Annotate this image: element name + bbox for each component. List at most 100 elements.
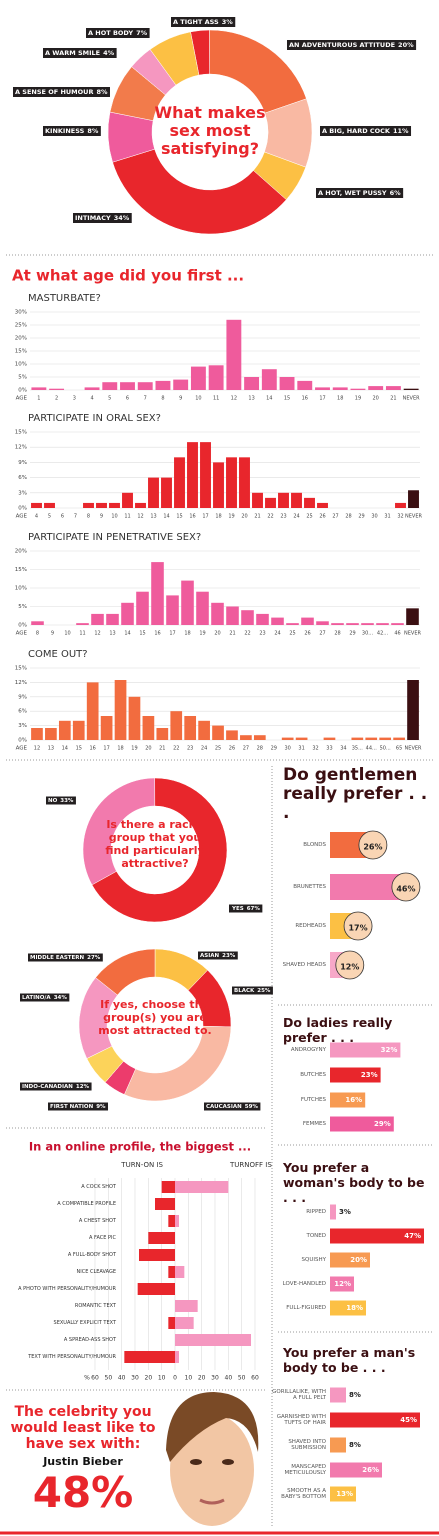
bar xyxy=(175,1317,194,1329)
bar xyxy=(291,492,302,508)
bar xyxy=(102,382,118,390)
value-label: 67% xyxy=(247,906,261,912)
bar xyxy=(187,442,198,508)
celebrity-percent: 48% xyxy=(32,1468,134,1517)
eye xyxy=(190,1459,202,1465)
bar xyxy=(330,1462,382,1478)
category-label: A TIGHT ASS xyxy=(173,18,219,26)
data-label: A BIG, HARD COCK 11% xyxy=(322,127,409,135)
category-label: ROMANTIC TEXT xyxy=(74,1303,116,1309)
x-axis-label: % xyxy=(84,1375,90,1382)
data-label: INDO-CANADIAN 12% xyxy=(22,1084,90,1090)
x-tick-label: 17 xyxy=(319,396,325,402)
bar xyxy=(317,502,328,508)
bar xyxy=(391,623,404,625)
panel-title: PARTICIPATE IN ORAL SEX? xyxy=(28,413,161,424)
x-tick-label: 25 xyxy=(215,746,221,752)
x-tick-label: 11 xyxy=(79,631,85,637)
bar xyxy=(244,377,260,390)
x-tick-label: 11 xyxy=(213,396,219,402)
bar xyxy=(124,1351,175,1363)
x-tick-label: 19 xyxy=(199,631,205,637)
x-tick-label: NEVER xyxy=(403,396,420,402)
x-tick-label: NEVER xyxy=(405,514,422,520)
bar xyxy=(184,716,197,740)
bar xyxy=(91,613,104,625)
x-tick-label: NEVER xyxy=(405,746,422,752)
bar xyxy=(83,502,94,508)
bar xyxy=(252,492,263,508)
x-tick-label: 3 xyxy=(73,396,76,402)
bar xyxy=(168,1266,175,1278)
value-label: 8% xyxy=(349,1391,361,1399)
data-label: MIDDLE EASTERN 27% xyxy=(30,955,101,961)
x-tick-label: 17 xyxy=(202,514,208,520)
x-tick-label: 7 xyxy=(74,514,77,520)
category-label: A SPREAD-ASS SHOT xyxy=(63,1337,116,1343)
bar xyxy=(45,728,57,740)
bar xyxy=(58,720,71,740)
bar xyxy=(213,462,224,508)
x-tick-label: 22 xyxy=(244,631,250,637)
category-label: A COMPATIBLE PROFILE xyxy=(57,1201,116,1207)
bar xyxy=(31,728,43,740)
x-tick-label: NEVER xyxy=(404,631,421,637)
x-tick-label: 12 xyxy=(231,396,237,402)
slice xyxy=(91,777,228,923)
category-label: SHAVED HEADS xyxy=(282,961,326,968)
slice xyxy=(112,148,287,235)
x-tick-label: 4 xyxy=(35,514,38,520)
x-tick-label: 20 xyxy=(145,746,151,752)
x-tick-label: 0 xyxy=(173,1375,177,1382)
bar xyxy=(406,608,419,625)
bar xyxy=(31,502,42,508)
data-label: NO 33% xyxy=(48,798,74,804)
data-label: BLACK 25% xyxy=(234,988,271,994)
x-tick-label: 16 xyxy=(302,396,308,402)
category-label: REDHEADS xyxy=(295,922,326,929)
x-tick-label: 9 xyxy=(100,514,103,520)
label-box: NO 33% xyxy=(46,796,76,805)
value-label: 12% xyxy=(76,1084,90,1090)
category-label: SEXUALLY EXPLICIT TEXT xyxy=(53,1320,116,1326)
eye xyxy=(222,1459,234,1465)
x-tick-label: 13 xyxy=(109,631,115,637)
bar xyxy=(351,737,364,740)
x-tick-label: 30 xyxy=(371,514,377,520)
x-tick-label: 10 xyxy=(185,1375,193,1382)
bar xyxy=(239,457,250,508)
x-tick-label: 27 xyxy=(319,631,325,637)
value-label: 16% xyxy=(345,1096,362,1104)
x-tick-label: 30 xyxy=(211,1375,219,1382)
value-label: 46% xyxy=(396,885,415,894)
panel-title: You prefer a woman's body to be . . . xyxy=(283,1160,425,1205)
x-tick-label: 22 xyxy=(267,514,273,520)
bar xyxy=(295,737,308,740)
y-tick-label: 0% xyxy=(18,738,27,744)
x-tick-label: 42... xyxy=(377,631,389,637)
bar xyxy=(279,377,295,390)
bar xyxy=(151,562,164,625)
label-box: CAUCASIAN 59% xyxy=(204,1102,261,1111)
x-tick-label: 21 xyxy=(254,514,260,520)
x-tick-label: 32 xyxy=(312,746,318,752)
bar xyxy=(200,442,211,508)
bar xyxy=(330,1252,370,1268)
x-tick-label: 30 xyxy=(284,746,290,752)
value-label: 26% xyxy=(363,843,382,852)
x-tick-label: 19 xyxy=(131,746,137,752)
data-label: YES 67% xyxy=(231,906,260,912)
bar xyxy=(109,502,120,508)
panel-title: Do ladies really prefer . . . xyxy=(283,1015,393,1045)
bar xyxy=(175,1351,179,1363)
x-tick-label: 19 xyxy=(228,514,234,520)
label-background xyxy=(73,213,132,223)
bar xyxy=(170,711,183,740)
x-tick-label: 10 xyxy=(64,631,70,637)
y-tick-label: 3% xyxy=(18,723,27,729)
x-tick-label: 26 xyxy=(229,746,235,752)
value-label: 47% xyxy=(404,1232,421,1240)
x-tick-label: 1 xyxy=(37,396,40,402)
bar xyxy=(106,613,119,625)
bar xyxy=(161,477,172,508)
